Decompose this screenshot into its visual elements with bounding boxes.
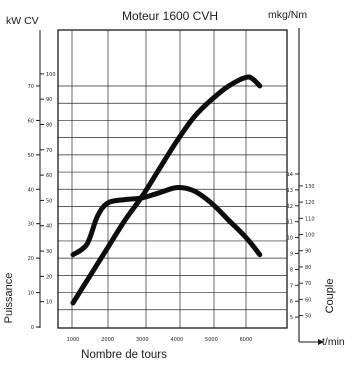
right-axis: 5 6 7 8 9 10 11 12 13 14 50 60 70 80 90 100 110 120 130: [287, 28, 315, 342]
kw-tick-label: 40: [28, 187, 34, 193]
power-curve: [70, 74, 263, 306]
x-axis: 1000 2000 3000 4000 5000 6000: [67, 337, 324, 345]
x-tick-label: 4000: [170, 337, 183, 343]
chart-title: Moteur 1600 CVH: [122, 9, 218, 23]
nm-tick-label: 110: [305, 216, 315, 222]
cv-tick-label: 20: [46, 274, 52, 280]
mkg-tick-label: 13: [287, 188, 293, 194]
kw-tick-label: 0: [31, 325, 34, 331]
cv-tick-label: 60: [46, 173, 52, 179]
cv-tick-label: 10: [46, 300, 52, 306]
cv-tick-label: 80: [46, 122, 52, 128]
cv-tick-label: 30: [46, 249, 52, 255]
x-tick-label: 6000: [240, 337, 253, 343]
plot-frame: [57, 29, 288, 329]
cv-tick-label: 70: [46, 148, 52, 154]
cv-tick-label: 90: [46, 97, 52, 103]
mkg-tick-label: 14: [287, 172, 293, 178]
nm-tick-label: 50: [305, 314, 311, 320]
x-tick-label: 1000: [67, 337, 80, 343]
nm-tick-label: 120: [305, 200, 315, 206]
kw-tick-label: 70: [28, 84, 34, 90]
right-axis-units: mkg/Nm: [268, 9, 307, 21]
mkg-tick-label: 10: [287, 236, 293, 242]
x-axis-unit: t/min: [322, 336, 345, 348]
x-tick-label: 2000: [101, 337, 114, 343]
series-lines: [70, 74, 263, 306]
mkg-tick-label: 5: [290, 315, 293, 321]
kw-tick-label: 10: [28, 291, 34, 297]
mkg-tick-label: 12: [287, 204, 293, 210]
left-axis-label: Puissance: [3, 273, 15, 324]
nm-tick-label: 100: [305, 233, 315, 239]
mkg-tick-label: 6: [290, 299, 293, 305]
mkg-tick-label: 11: [287, 220, 293, 226]
y-axis-kw: 0 10 20 30 40 50 60 70: [28, 30, 41, 331]
left-axis-units: kW CV: [6, 15, 39, 27]
mkg-tick-label: 9: [290, 252, 293, 258]
cv-tick-label: 40: [46, 224, 52, 230]
x-tick-label: 5000: [205, 337, 218, 343]
kw-tick-label: 50: [28, 153, 34, 159]
x-tick-label: 3000: [136, 337, 149, 343]
right-axis-label: Couple: [324, 279, 336, 314]
nm-tick-label: 70: [305, 281, 311, 287]
nm-tick-label: 80: [305, 265, 311, 271]
cv-tick-label: 100: [46, 72, 56, 78]
plot-grid: [57, 29, 288, 329]
mkg-tick-label: 7: [290, 283, 293, 289]
nm-tick-label: 60: [305, 297, 311, 303]
cv-tick-label: 50: [46, 198, 52, 204]
kw-tick-label: 60: [28, 118, 34, 124]
kw-tick-label: 20: [28, 256, 34, 262]
nm-tick-label: 130: [305, 184, 315, 190]
x-axis-label: Nombre de tours: [81, 349, 167, 361]
torque-curve: [70, 185, 263, 258]
nm-tick-label: 90: [305, 249, 311, 255]
y-axis-cv: 10 20 30 40 50 60 70 80 90 100: [40, 72, 56, 306]
mkg-tick-label: 8: [290, 267, 293, 273]
kw-tick-label: 30: [28, 222, 34, 228]
x-axis-arrow-head: [318, 339, 324, 345]
